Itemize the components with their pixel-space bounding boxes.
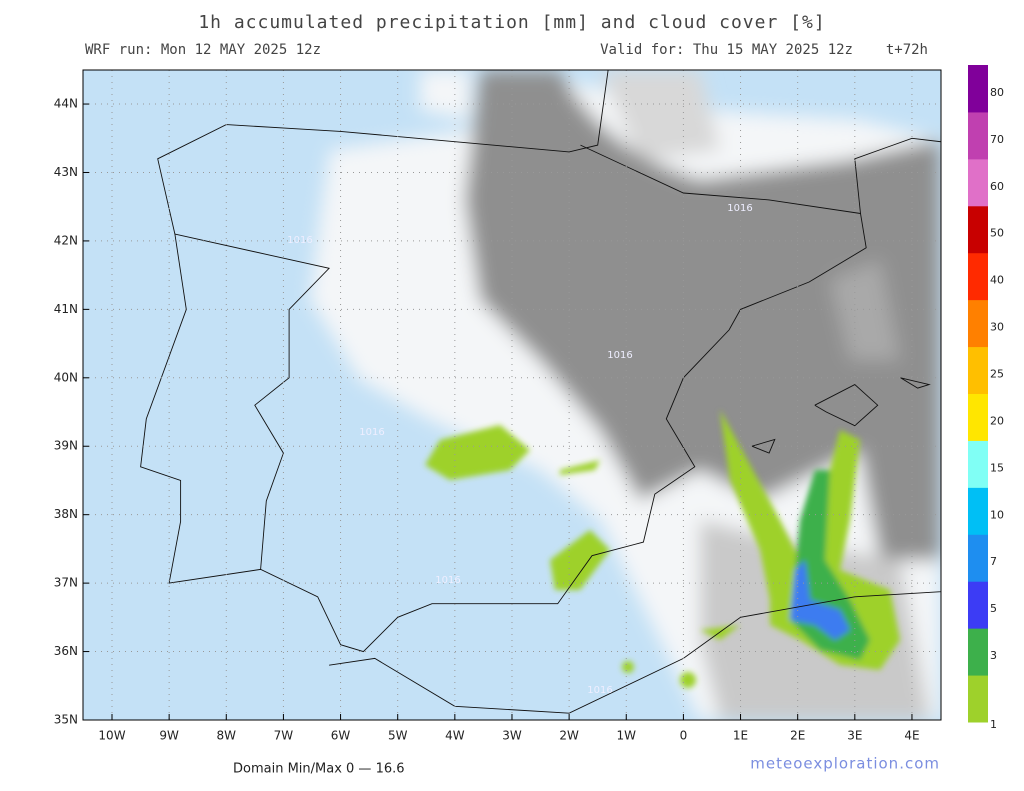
- colorbar-segment: [968, 111, 988, 160]
- coast-line: [174, 233, 330, 570]
- colorbar-label: 80: [990, 86, 1004, 99]
- lon-label: 3W: [502, 729, 522, 743]
- coast-line: [580, 144, 861, 214]
- lon-label: 5W: [388, 729, 408, 743]
- credit: meteoexploration.com: [750, 755, 940, 773]
- colorbar-label: 40: [990, 274, 1004, 287]
- domain-minmax: Domain Min/Max 0 — 16.6: [233, 762, 405, 777]
- isobar-label: 1016: [435, 575, 460, 586]
- colorbar-label: 3: [990, 649, 997, 662]
- lon-label: 7W: [274, 729, 294, 743]
- coastline: [140, 70, 941, 714]
- colorbar-segment: [968, 205, 988, 254]
- coast-line: [751, 438, 776, 454]
- lat-label: 38N: [54, 507, 78, 521]
- lat-label: 39N: [54, 439, 78, 453]
- colorbar-label: 5: [990, 602, 997, 615]
- lon-label: 10W: [98, 729, 125, 743]
- isobar-label: 1016: [727, 203, 752, 214]
- colorbar-segment: [968, 346, 988, 394]
- lon-label: 6W: [331, 729, 351, 743]
- isobar-label: 1016: [359, 427, 384, 438]
- colorbar-label: 25: [990, 368, 1004, 381]
- lat-label: 42N: [54, 233, 78, 247]
- lat-label: 36N: [54, 644, 78, 658]
- lon-label: 1E: [733, 729, 748, 743]
- lat-label: 44N: [54, 97, 78, 111]
- lon-label: 2W: [559, 729, 579, 743]
- lat-label: 43N: [54, 165, 78, 179]
- lon-label: 4E: [904, 729, 919, 743]
- colorbar-segment: [968, 299, 988, 348]
- colorbar-segment: [968, 65, 988, 113]
- isobar-label: 1016: [587, 685, 612, 696]
- colorbar-segment: [968, 581, 988, 629]
- colorbar-segment: [968, 675, 988, 723]
- lat-label: 41N: [54, 302, 78, 316]
- coast-line: [140, 70, 941, 653]
- lon-label: 4W: [445, 729, 465, 743]
- lon-label: 3E: [847, 729, 862, 743]
- coast-line: [814, 384, 879, 427]
- colorbar-segment: [968, 393, 988, 441]
- colorbar-segment: [968, 628, 988, 676]
- lon-label: 0: [680, 729, 688, 743]
- isobar-label: 1016: [287, 235, 312, 246]
- colorbar-segment: [968, 252, 988, 301]
- colorbar-label: 10: [990, 508, 1004, 521]
- colorbar-label: 50: [990, 227, 1004, 240]
- lon-label: 8W: [217, 729, 237, 743]
- coast-line: [900, 377, 931, 389]
- lon-label: 2E: [790, 729, 805, 743]
- colorbar-label: 30: [990, 321, 1004, 334]
- lat-label: 35N: [54, 713, 78, 727]
- colorbar-label: 70: [990, 133, 1004, 146]
- colorbar-label: 1: [990, 718, 997, 731]
- colorbar: 1 3 5 7 10 15 20 25 30 40 50 60 70 80: [968, 65, 1004, 731]
- colorbar-segment: [968, 534, 988, 582]
- colorbar-label: 60: [990, 180, 1004, 193]
- colorbar-segment: [968, 158, 988, 207]
- map-area: [83, 70, 941, 720]
- colorbar-label: 15: [990, 461, 1004, 474]
- colorbar-segment: [968, 487, 988, 535]
- lon-label: 1W: [617, 729, 637, 743]
- colorbar-segment: [968, 440, 988, 488]
- title: 1h accumulated precipitation [mm] and cl…: [198, 12, 825, 33]
- lat-label: 40N: [54, 370, 78, 384]
- graticule: [83, 70, 941, 720]
- colorbar-label: 7: [990, 555, 997, 568]
- forecast-step: t+72h: [886, 42, 928, 58]
- run-time: WRF run: Mon 12 MAY 2025 12z: [85, 42, 321, 58]
- lat-label: 37N: [54, 576, 78, 590]
- colorbar-label: 20: [990, 414, 1004, 427]
- lon-label: 9W: [159, 729, 179, 743]
- isobar-label: 1016: [607, 350, 632, 361]
- valid-time: Valid for: Thu 15 MAY 2025 12z: [600, 42, 853, 58]
- coast-line: [329, 591, 941, 714]
